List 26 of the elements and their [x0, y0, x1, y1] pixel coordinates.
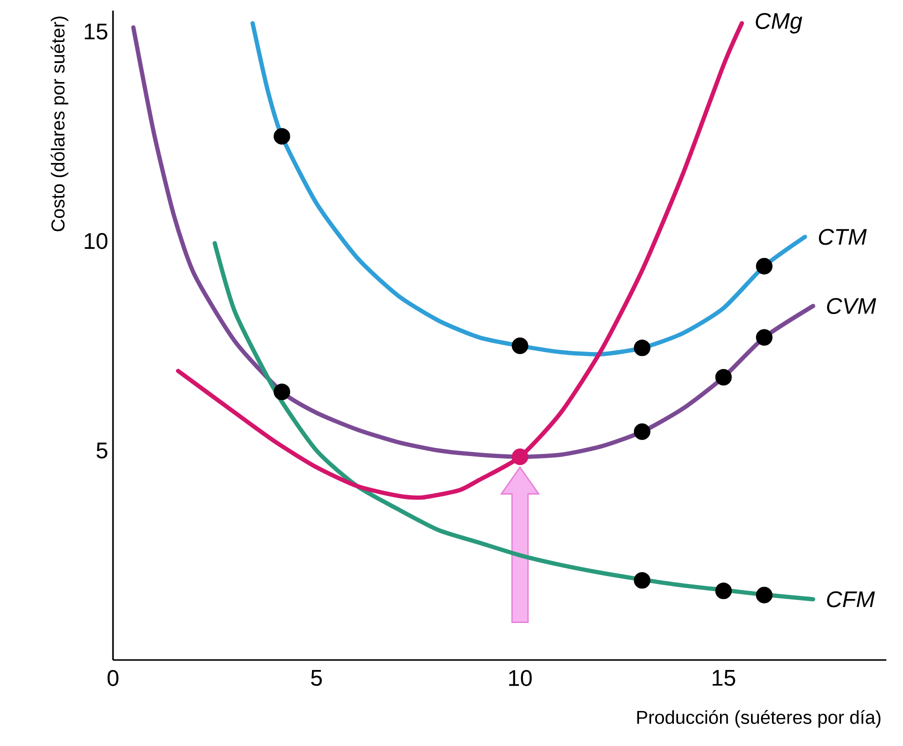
point: [274, 384, 290, 400]
point: [512, 448, 528, 466]
series-label: CVM: [827, 298, 876, 314]
x-tick-label: 5: [311, 670, 322, 686]
y-tick-label: 15: [84, 24, 108, 40]
y-tick-label: 5: [96, 442, 108, 458]
point: [634, 340, 650, 356]
line-series: [176, 21, 744, 500]
point: [756, 329, 773, 346]
series-label: CFM: [827, 591, 875, 608]
x-tick-label: 10: [509, 670, 532, 686]
x-axis-title: Producción (suéteres por día): [637, 710, 880, 728]
point: [756, 258, 773, 274]
point: [512, 338, 528, 354]
x-tick-label: 0: [108, 670, 118, 686]
series-label: CTM: [818, 228, 867, 245]
point: [715, 368, 732, 386]
point: [634, 572, 650, 589]
point: [756, 586, 773, 604]
y-tick-label: 10: [84, 233, 108, 250]
x-tick-label: 15: [712, 670, 736, 686]
y-axis-title: Costo (dólares por suéter): [50, 16, 68, 232]
series-label: CMg: [756, 12, 802, 34]
point: [274, 128, 290, 145]
point: [715, 582, 732, 600]
point: [634, 423, 650, 440]
